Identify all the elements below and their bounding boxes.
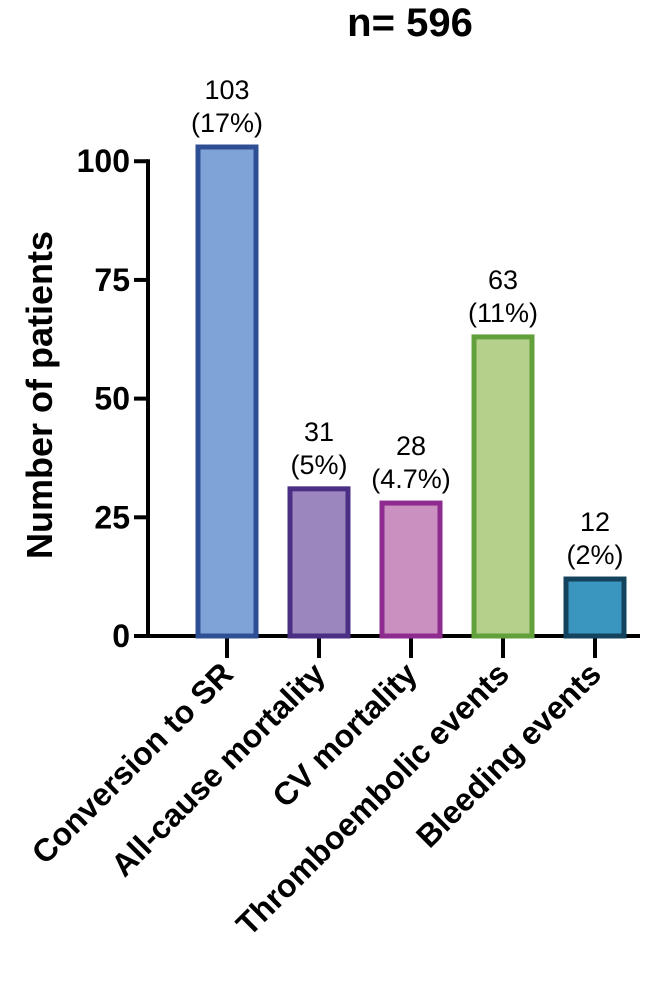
data-label-percent: (2%) (566, 540, 623, 570)
bar (287, 486, 351, 639)
y-tick-label: 100 (77, 143, 130, 179)
y-axis: 0 25 50 75 100 (77, 143, 150, 654)
bar (471, 334, 535, 639)
data-label-percent: (4.7%) (371, 464, 451, 494)
data-label-count: 28 (396, 431, 426, 461)
data-label-count: 103 (204, 75, 249, 105)
data-label-percent: (11%) (468, 298, 538, 328)
x-axis (146, 634, 640, 658)
bar (563, 576, 627, 639)
y-tick-label: 75 (94, 262, 130, 298)
data-label-percent: (17%) (191, 108, 263, 138)
data-label-count: 12 (580, 507, 610, 537)
data-labels: 103(17%) 31(5%) 28(4.7%) 63(11%) 12(2%) (191, 75, 624, 570)
bar (195, 144, 259, 639)
bars (195, 144, 627, 639)
y-tick-label: 50 (94, 381, 130, 417)
data-label-count: 63 (488, 265, 518, 295)
y-tick-label: 0 (112, 618, 130, 654)
y-axis-label: Number of patients (19, 231, 60, 559)
bar (379, 500, 443, 639)
chart-title: n= 596 (347, 1, 473, 45)
data-label-count: 31 (304, 417, 334, 447)
data-label-percent: (5%) (290, 450, 347, 480)
y-tick-label: 25 (94, 499, 130, 535)
